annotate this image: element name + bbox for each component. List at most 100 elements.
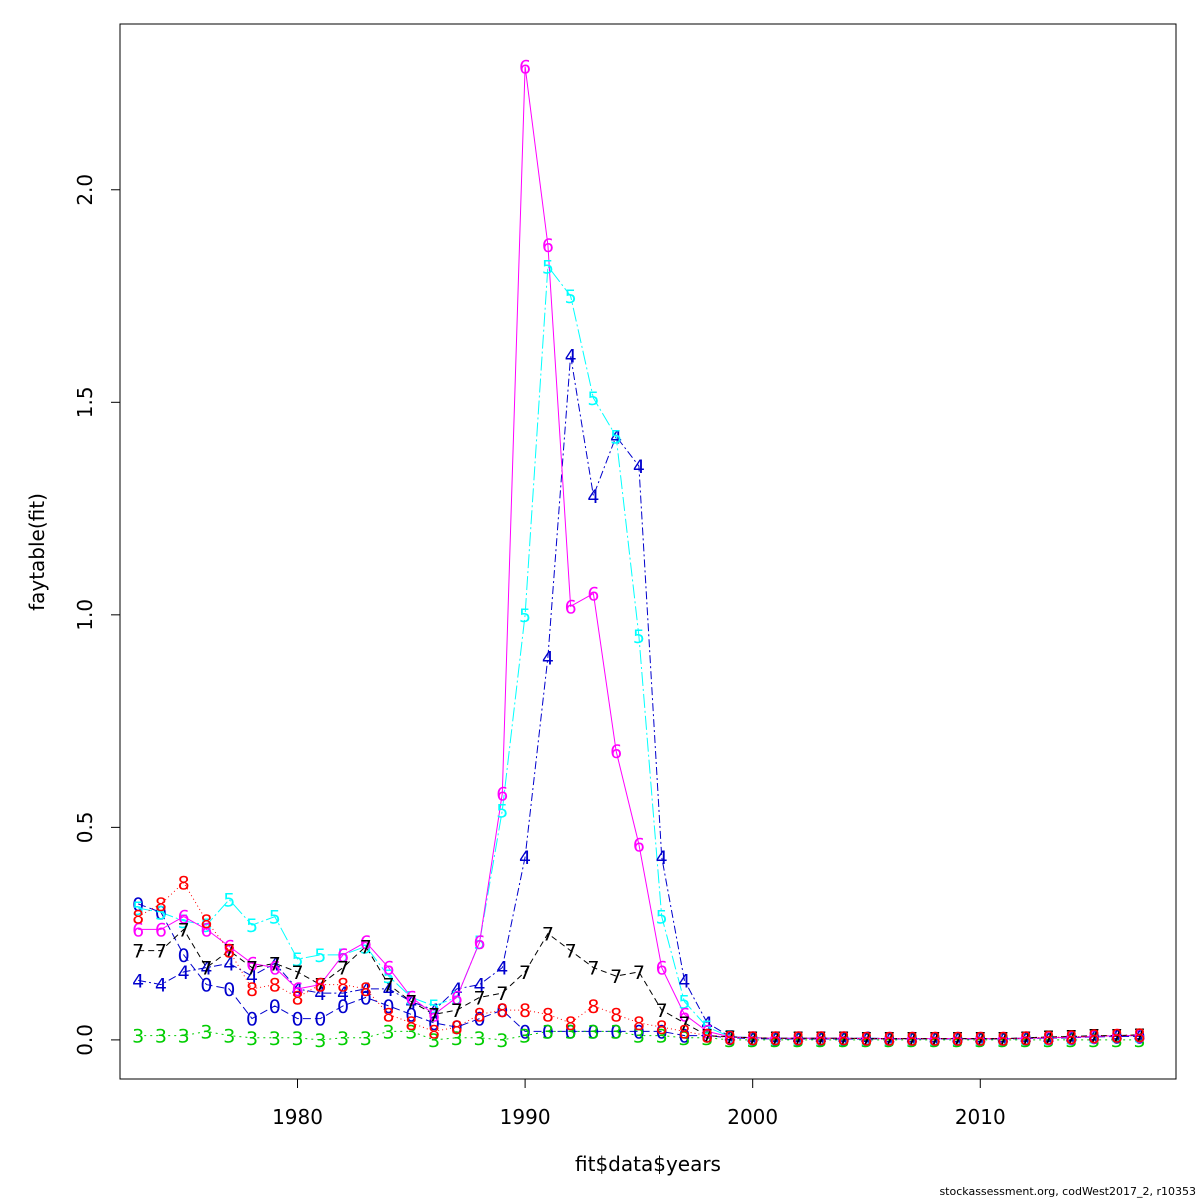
point-label-5: 5 bbox=[337, 945, 349, 967]
point-label-6: 6 bbox=[929, 1029, 941, 1051]
point-label-6: 6 bbox=[860, 1029, 872, 1051]
point-label-0: 0 bbox=[314, 1009, 326, 1031]
point-label-3: 3 bbox=[291, 1028, 303, 1050]
point-label-7: 7 bbox=[337, 958, 349, 980]
point-label-5: 5 bbox=[633, 626, 645, 648]
point-label-6: 6 bbox=[337, 945, 349, 967]
y-tick-label: 0.0 bbox=[73, 1024, 97, 1056]
point-label-7: 7 bbox=[951, 1029, 963, 1051]
point-label-0: 0 bbox=[223, 979, 235, 1001]
point-label-6: 6 bbox=[428, 1004, 440, 1026]
point-label-6: 6 bbox=[838, 1028, 850, 1050]
point-label-8: 8 bbox=[951, 1029, 963, 1051]
point-label-0: 0 bbox=[587, 1021, 599, 1043]
point-label-8: 8 bbox=[132, 907, 144, 929]
point-label-4: 4 bbox=[132, 970, 144, 992]
point-label-4: 4 bbox=[451, 979, 463, 1001]
point-label-3: 3 bbox=[678, 1028, 690, 1050]
series-line-6 bbox=[138, 66, 1140, 1040]
point-label-5: 5 bbox=[906, 1029, 918, 1051]
point-label-0: 0 bbox=[656, 1021, 668, 1043]
point-label-5: 5 bbox=[1065, 1027, 1077, 1049]
point-label-7: 7 bbox=[724, 1027, 736, 1049]
point-label-5: 5 bbox=[474, 932, 486, 954]
point-label-7: 7 bbox=[246, 958, 258, 980]
point-label-8: 8 bbox=[428, 1021, 440, 1043]
point-label-8: 8 bbox=[474, 1004, 486, 1026]
point-label-5: 5 bbox=[678, 992, 690, 1014]
point-label-8: 8 bbox=[1043, 1027, 1055, 1049]
point-label-5: 5 bbox=[291, 949, 303, 971]
point-label-8: 8 bbox=[223, 941, 235, 963]
point-label-7: 7 bbox=[997, 1029, 1009, 1051]
point-label-0: 0 bbox=[815, 1029, 827, 1051]
point-label-7: 7 bbox=[633, 962, 645, 984]
point-label-6: 6 bbox=[132, 919, 144, 941]
point-label-7: 7 bbox=[929, 1029, 941, 1051]
point-label-5: 5 bbox=[155, 902, 167, 924]
point-label-5: 5 bbox=[178, 911, 190, 933]
point-label-5: 5 bbox=[132, 898, 144, 920]
point-label-7: 7 bbox=[610, 966, 622, 988]
point-label-0: 0 bbox=[496, 1000, 508, 1022]
point-label-8: 8 bbox=[587, 996, 599, 1018]
point-label-3: 3 bbox=[314, 1030, 326, 1052]
point-label-4: 4 bbox=[291, 979, 303, 1001]
point-label-4: 4 bbox=[747, 1028, 759, 1050]
point-label-6: 6 bbox=[291, 979, 303, 1001]
point-label-0: 0 bbox=[951, 1029, 963, 1051]
point-label-7: 7 bbox=[974, 1029, 986, 1051]
point-label-7: 7 bbox=[883, 1029, 895, 1051]
point-label-3: 3 bbox=[383, 1021, 395, 1043]
point-label-5: 5 bbox=[451, 987, 463, 1009]
point-label-7: 7 bbox=[1065, 1026, 1077, 1048]
point-label-7: 7 bbox=[747, 1028, 759, 1050]
point-label-7: 7 bbox=[360, 936, 372, 958]
point-label-6: 6 bbox=[542, 235, 554, 257]
point-label-6: 6 bbox=[200, 919, 212, 941]
point-label-8: 8 bbox=[1065, 1027, 1077, 1049]
point-label-3: 3 bbox=[1020, 1030, 1032, 1052]
point-label-7: 7 bbox=[792, 1028, 804, 1050]
point-label-7: 7 bbox=[405, 992, 417, 1014]
point-label-4: 4 bbox=[974, 1029, 986, 1051]
point-label-4: 4 bbox=[1111, 1026, 1123, 1048]
point-label-6: 6 bbox=[451, 987, 463, 1009]
point-label-4: 4 bbox=[769, 1028, 781, 1050]
point-label-6: 6 bbox=[496, 783, 508, 805]
point-label-0: 0 bbox=[360, 987, 372, 1009]
point-label-3: 3 bbox=[883, 1030, 895, 1052]
point-label-5: 5 bbox=[314, 945, 326, 967]
series-line-7 bbox=[138, 928, 1140, 1040]
point-label-7: 7 bbox=[291, 962, 303, 984]
point-label-0: 0 bbox=[701, 1026, 713, 1048]
point-label-0: 0 bbox=[883, 1029, 895, 1051]
point-label-5: 5 bbox=[815, 1028, 827, 1050]
point-label-7: 7 bbox=[451, 1000, 463, 1022]
point-label-3: 3 bbox=[1111, 1030, 1123, 1052]
point-label-4: 4 bbox=[542, 647, 554, 669]
y-tick-label: 2.0 bbox=[73, 174, 97, 206]
point-label-7: 7 bbox=[496, 983, 508, 1005]
point-label-3: 3 bbox=[519, 1026, 531, 1048]
point-label-8: 8 bbox=[178, 873, 190, 895]
point-label-3: 3 bbox=[565, 1021, 577, 1043]
point-label-6: 6 bbox=[383, 958, 395, 980]
point-label-3: 3 bbox=[951, 1030, 963, 1052]
point-label-8: 8 bbox=[656, 1017, 668, 1039]
y-axis: 0.0 0.5 1.0 1.5 2.0 bbox=[73, 174, 121, 1056]
point-label-6: 6 bbox=[155, 919, 167, 941]
point-label-6: 6 bbox=[405, 987, 417, 1009]
point-label-5: 5 bbox=[860, 1029, 872, 1051]
point-label-7: 7 bbox=[678, 1013, 690, 1035]
point-label-8: 8 bbox=[1020, 1028, 1032, 1050]
point-label-7: 7 bbox=[314, 975, 326, 997]
point-label-7: 7 bbox=[542, 924, 554, 946]
point-label-5: 5 bbox=[929, 1029, 941, 1051]
point-label-3: 3 bbox=[1088, 1030, 1100, 1052]
point-label-0: 0 bbox=[291, 1009, 303, 1031]
point-label-3: 3 bbox=[178, 1026, 190, 1048]
point-label-4: 4 bbox=[223, 953, 235, 975]
point-label-3: 3 bbox=[747, 1030, 759, 1052]
